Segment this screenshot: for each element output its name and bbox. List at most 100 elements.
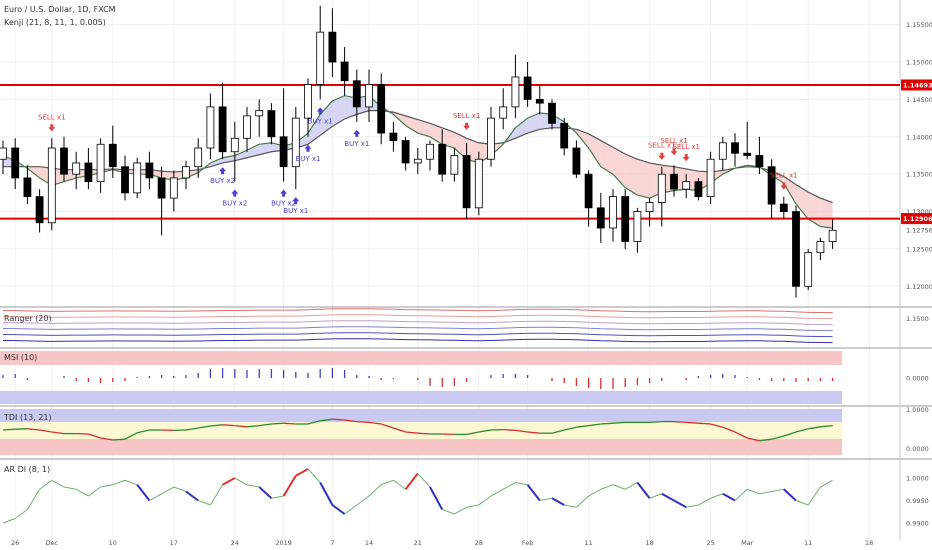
- sell-arrow-icon: [682, 154, 690, 162]
- candle-body: [645, 202, 654, 212]
- tdi-line-segment: [405, 431, 418, 434]
- cloud-segment: [442, 127, 455, 149]
- cloud-segment: [588, 133, 601, 167]
- buy-signal-label: BUY x2: [222, 200, 247, 208]
- ardi-line-segment: [234, 477, 248, 486]
- tdi-upper-band: [0, 409, 842, 422]
- tdi-line-segment: [710, 423, 723, 428]
- price-tick-label: 1.12000: [906, 283, 932, 291]
- ardi-line-segment: [612, 484, 626, 490]
- candle-body: [291, 117, 300, 168]
- ardi-line-segment: [75, 488, 89, 497]
- cloud-segment: [247, 144, 260, 158]
- tdi-line-segment: [259, 423, 272, 427]
- ardi-line-segment: [356, 495, 370, 506]
- price-tick-label: 1.15500: [906, 21, 932, 29]
- ardi-line-segment: [466, 504, 479, 508]
- ranger-tick: 1.1500: [906, 315, 929, 323]
- candle-body: [0, 147, 7, 160]
- fast-line: [2, 95, 833, 229]
- sell-signal-label: SELL x1: [770, 172, 798, 180]
- ardi-line-segment: [198, 500, 211, 506]
- candle-body: [804, 252, 813, 287]
- ardi-line-segment: [39, 479, 53, 490]
- tdi-line-segment: [576, 424, 589, 428]
- ardi-line-segment: [381, 479, 394, 486]
- ranger-label: Ranger (20): [4, 314, 52, 323]
- buy-signal-label: BUY x2: [210, 177, 235, 185]
- ranger-line: [2, 314, 833, 320]
- candle-body: [767, 166, 776, 205]
- tdi-line-segment: [612, 421, 626, 424]
- cloud-segment: [637, 159, 650, 199]
- cloud-segment: [783, 176, 796, 205]
- ardi-line-segment: [502, 482, 516, 490]
- ardi-line-segment: [63, 486, 77, 490]
- tdi-line-segment: [783, 431, 797, 437]
- candle-body: [609, 196, 617, 229]
- ranger-line: [2, 308, 833, 314]
- ardi-line-segment: [490, 488, 504, 497]
- candle-body: [670, 173, 678, 190]
- price-tick-label: 1.15000: [906, 59, 932, 67]
- indicator-title: Kenji (21, 8, 11, 1, 0.005): [4, 18, 106, 27]
- sell-signal-label: SELL x1: [672, 143, 700, 151]
- tdi-line-segment: [600, 422, 614, 425]
- ardi-line-segment: [307, 468, 321, 483]
- last-price-label: 1.12756: [906, 227, 932, 235]
- cloud-segment: [405, 115, 418, 134]
- candle-body: [535, 99, 544, 104]
- candle-body: [243, 115, 251, 139]
- sell-arrow-icon: [463, 122, 471, 130]
- cloud-segment: [308, 114, 321, 145]
- candle-body: [96, 143, 105, 183]
- time-tick-label: Feb: [522, 539, 534, 547]
- tdi-line-segment: [380, 423, 394, 429]
- ardi-line-segment: [393, 479, 406, 490]
- candle-body: [121, 166, 129, 194]
- tdi-line-segment: [210, 424, 223, 427]
- candle-body: [584, 173, 593, 209]
- tdi-line-segment: [747, 437, 760, 442]
- candle-body: [816, 241, 825, 254]
- ardi-line-segment: [783, 488, 797, 502]
- tdi-line-segment: [808, 426, 821, 430]
- candle-body: [279, 136, 288, 168]
- candle-body: [560, 122, 569, 149]
- msi-lower-band: [0, 391, 842, 404]
- candle-body: [230, 137, 239, 153]
- tdi-line-segment: [344, 419, 357, 423]
- cloud-segment: [796, 184, 809, 220]
- level-price-tag: [901, 79, 932, 91]
- candle-body: [340, 61, 349, 82]
- candle-body: [35, 196, 44, 224]
- cloud-segment: [820, 198, 833, 229]
- ardi-line-segment: [759, 491, 772, 495]
- tdi-line-segment: [673, 420, 687, 424]
- tdi-line-segment: [588, 423, 601, 427]
- tdi-tick: 0.0000: [906, 445, 929, 453]
- candle-body: [743, 152, 752, 156]
- ardi-line-segment: [442, 509, 455, 515]
- candle-body: [511, 76, 520, 108]
- ardi-line-segment: [331, 504, 346, 515]
- tdi-lower-band: [0, 439, 842, 455]
- ardi-line-segment: [771, 488, 784, 492]
- candle-body: [352, 80, 361, 108]
- candle-body: [169, 177, 178, 199]
- tdi-line-segment: [320, 418, 333, 422]
- sell-arrow-icon: [658, 152, 666, 160]
- tdi-line-segment: [234, 424, 248, 428]
- candle-body: [72, 162, 81, 175]
- buy-signal-label: BUY x1: [308, 117, 333, 125]
- tdi-line-segment: [88, 433, 101, 439]
- buy-arrow-icon: [231, 189, 239, 197]
- buy-arrow-icon: [280, 189, 288, 197]
- tdi-line-segment: [795, 428, 809, 433]
- cloud-segment: [613, 147, 626, 188]
- candle-body: [487, 117, 495, 160]
- sell-signal-label: SELL x1: [648, 142, 676, 150]
- tdi-line-segment: [2, 428, 16, 431]
